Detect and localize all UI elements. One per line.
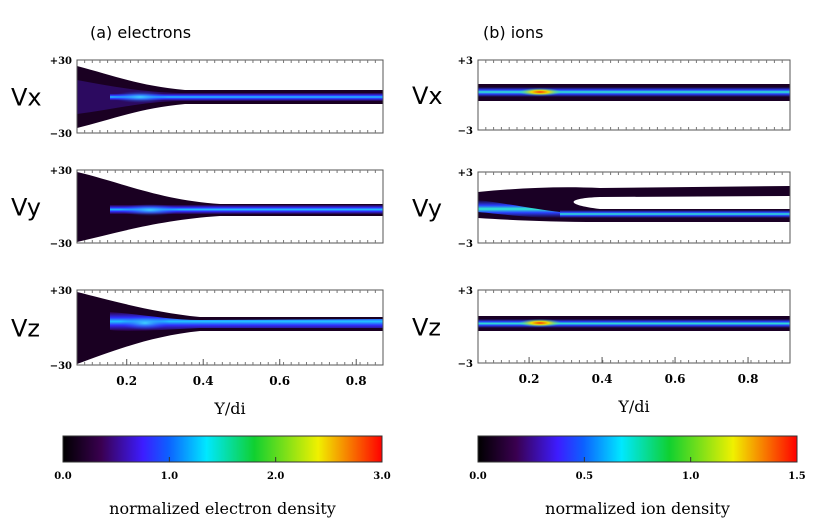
y-tick-label: −30: [50, 129, 72, 140]
density-decor: [77, 66, 790, 364]
y-tick-label: −3: [458, 126, 473, 137]
panel-title: (b) ions: [483, 23, 543, 42]
x-tick-label: 0.6: [269, 374, 290, 388]
y-tick-label: −3: [458, 359, 473, 370]
x-tick-label: 0.8: [346, 374, 367, 388]
x-tick-label: 0.6: [665, 372, 686, 386]
row-label: Vy: [11, 194, 41, 222]
x-tick-label: 0.2: [519, 372, 540, 386]
y-tick-label: −30: [50, 239, 72, 250]
colorbar: [62, 435, 383, 463]
row-label: Vz: [412, 314, 441, 342]
row-label: Vy: [412, 195, 442, 223]
row-label: Vx: [412, 82, 443, 110]
colorbar: [477, 435, 798, 463]
y-tick-label: −30: [50, 361, 72, 372]
colorbar-tick-label: 2.0: [267, 471, 284, 482]
x-tick-label: 0.4: [193, 374, 214, 388]
x-tick-label: 0.2: [116, 374, 137, 388]
panel-title: (a) electrons: [90, 23, 191, 42]
colorbar-tick-label: 0.0: [54, 471, 71, 482]
colorbar-tick-label: 3.0: [373, 471, 390, 482]
y-tick-label: +30: [50, 166, 72, 177]
y-tick-label: −3: [458, 239, 473, 250]
x-axis-label: Y/di: [617, 397, 649, 416]
x-tick-label: 0.4: [592, 372, 613, 386]
colorbar-tick-label: 1.0: [161, 471, 178, 482]
y-tick-label: +30: [50, 56, 72, 67]
colorbar-tick-label: 0.0: [469, 471, 486, 482]
colorbar-label: normalized electron density: [109, 499, 336, 518]
y-tick-label: +3: [458, 56, 473, 67]
colorbar-label: normalized ion density: [545, 499, 730, 518]
x-axis-label: Y/di: [213, 399, 245, 418]
colorbar-tick-label: 0.5: [576, 471, 593, 482]
colorbar-tick-label: 1.5: [788, 471, 805, 482]
x-tick-label: 0.8: [738, 372, 759, 386]
y-tick-label: +3: [458, 286, 473, 297]
y-tick-label: +30: [50, 286, 72, 297]
colorbar-tick-label: 1.0: [682, 471, 699, 482]
row-label: Vx: [11, 84, 42, 112]
y-tick-label: +3: [458, 168, 473, 179]
row-label: Vz: [11, 315, 40, 343]
